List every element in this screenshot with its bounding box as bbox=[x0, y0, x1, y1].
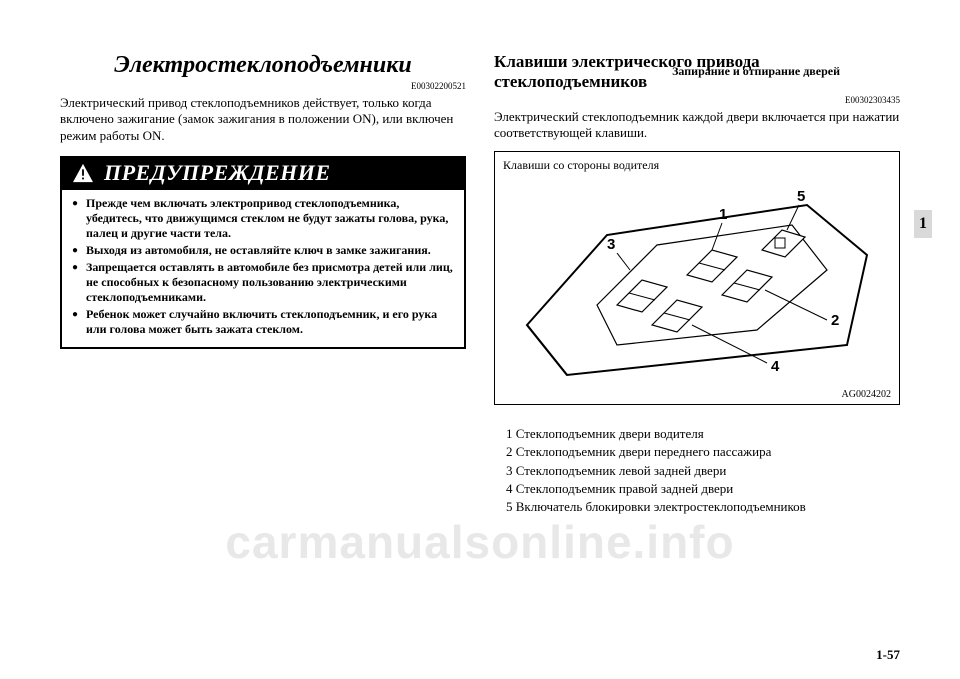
switch-panel-diagram: 3 1 5 2 4 bbox=[503, 175, 891, 385]
legend-item: 3 Стеклоподъемник левой задней двери bbox=[506, 462, 900, 480]
page-number: 1-57 bbox=[876, 647, 900, 663]
warning-box: ПРЕДУПРЕЖДЕНИЕ Прежде чем включать элект… bbox=[60, 156, 466, 349]
main-title: Электростеклоподъемники bbox=[60, 52, 466, 79]
left-column: Электростеклоподъемники E00302200521 Эле… bbox=[60, 46, 466, 516]
header-section: Запирание и отпирание дверей bbox=[672, 64, 840, 79]
figure-caption: Клавиши со стороны водителя bbox=[503, 158, 891, 173]
callout-3: 3 bbox=[607, 236, 615, 253]
callout-1: 1 bbox=[719, 206, 727, 223]
right-column: Клавиши электрического привода стеклопод… bbox=[494, 46, 900, 516]
legend-item: 5 Включатель блокировки электростеклопод… bbox=[506, 498, 900, 516]
warning-item: Запрещается оставлять в автомобиле без п… bbox=[72, 260, 454, 305]
chapter-tab: 1 bbox=[914, 210, 932, 238]
warning-item: Ребенок может случайно включить стеклопо… bbox=[72, 307, 454, 337]
intro-left: Электрический привод стеклоподъемников д… bbox=[60, 95, 466, 144]
callout-2: 2 bbox=[831, 312, 839, 329]
warning-icon bbox=[72, 163, 94, 183]
warning-title: ПРЕДУПРЕЖДЕНИЕ bbox=[104, 160, 331, 186]
warning-item: Прежде чем включать электропривод стекло… bbox=[72, 196, 454, 241]
legend-item: 1 Стеклоподъемник двери водителя bbox=[506, 425, 900, 443]
callout-4: 4 bbox=[771, 358, 780, 375]
doc-code-right: E00302303435 bbox=[494, 95, 900, 105]
intro-right: Электрический стеклоподъемник каждой две… bbox=[494, 109, 900, 142]
warning-item: Выходя из автомобиля, не оставляйте ключ… bbox=[72, 243, 454, 258]
legend: 1 Стеклоподъемник двери водителя 2 Стекл… bbox=[494, 425, 900, 516]
warning-body: Прежде чем включать электропривод стекло… bbox=[62, 190, 464, 347]
doc-code-left: E00302200521 bbox=[60, 81, 466, 91]
figure-box: Клавиши со стороны водителя bbox=[494, 151, 900, 405]
callout-5: 5 bbox=[797, 188, 805, 205]
legend-item: 2 Стеклоподъемник двери переднего пассаж… bbox=[506, 443, 900, 461]
watermark: carmanualsonline.info bbox=[0, 515, 960, 569]
warning-header: ПРЕДУПРЕЖДЕНИЕ bbox=[62, 158, 464, 190]
figure-code: AG0024202 bbox=[842, 389, 891, 400]
legend-item: 4 Стеклоподъемник правой задней двери bbox=[506, 480, 900, 498]
